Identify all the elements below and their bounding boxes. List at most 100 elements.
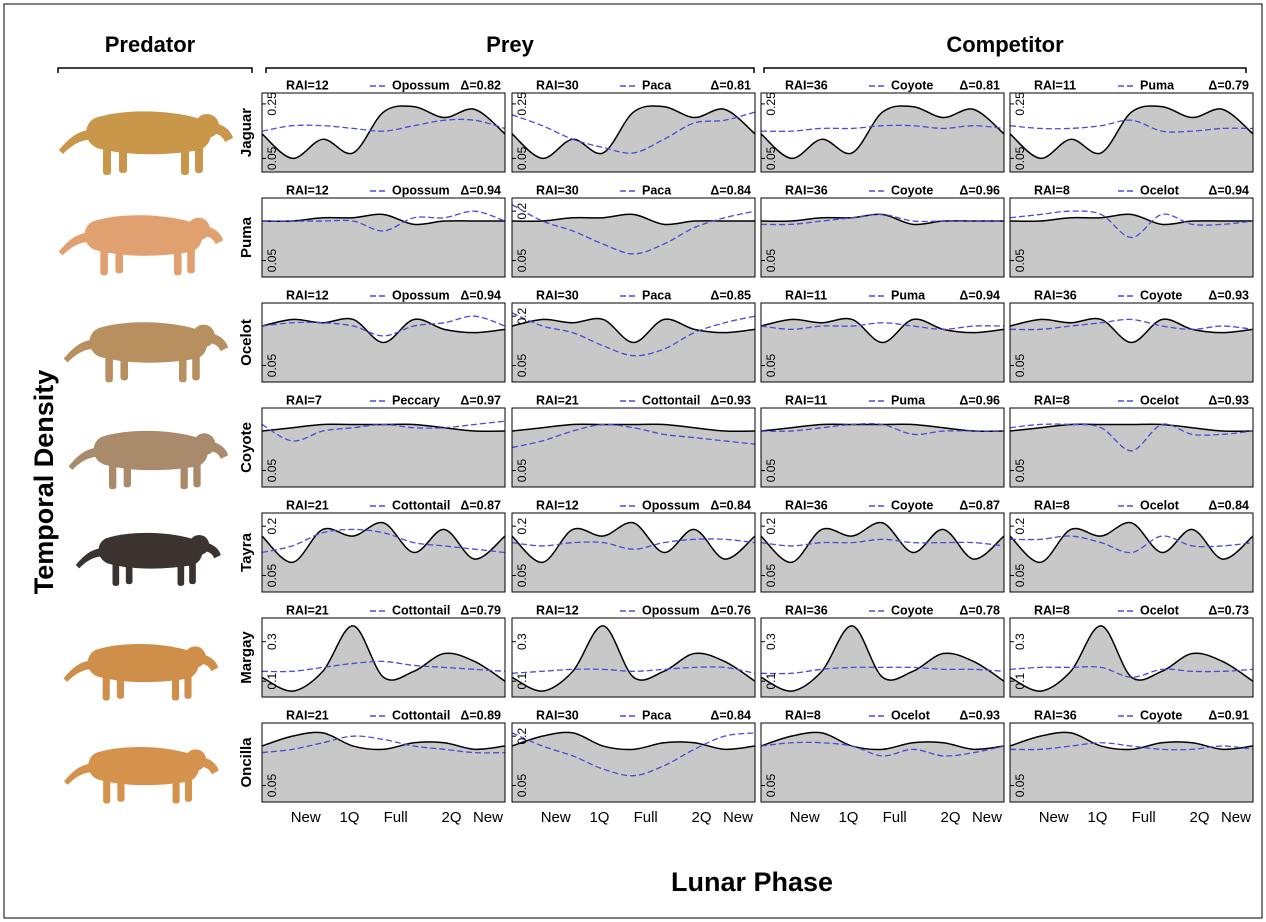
- x-tick-label: New: [1039, 809, 1069, 826]
- rai-label: RAI=36: [785, 498, 828, 512]
- x-tick-label: 2Q: [442, 809, 462, 826]
- predator-line: [761, 625, 1004, 692]
- panel-border: [760, 302, 1005, 383]
- y-tick-label: 0.1: [515, 673, 529, 690]
- delta-label: Δ=0.89: [460, 708, 501, 722]
- y-tick-label: 0.3: [1013, 633, 1027, 650]
- y-tick-label: 0.05: [515, 354, 529, 378]
- row-label: Puma: [238, 216, 255, 258]
- legend-label: Opossum: [392, 78, 450, 92]
- delta-label: Δ=0.94: [959, 288, 1000, 302]
- rai-label: RAI=12: [286, 288, 329, 302]
- y-tick-label: 0.05: [515, 249, 529, 273]
- legend-label: Cottontail: [642, 393, 700, 407]
- panel-border: [261, 617, 506, 698]
- compare-line: [761, 422, 1004, 436]
- legend-label: Coyote: [891, 603, 933, 617]
- panel-border: [511, 617, 756, 698]
- panel-border: [760, 407, 1005, 488]
- compare-line: [761, 322, 1004, 330]
- row-label: Margay: [238, 631, 255, 684]
- area: [512, 105, 755, 172]
- row-label: Coyote: [238, 422, 255, 473]
- panel: 0.05 RAI=11 Puma Δ=0.94: [760, 288, 1005, 383]
- x-axis-label: Lunar Phase: [671, 867, 833, 897]
- panel: 0.1 0.3 RAI=8 Ocelot Δ=0.73: [1009, 603, 1254, 698]
- y-tick-label: 0.05: [764, 774, 778, 798]
- legend-label: Paca: [642, 708, 672, 722]
- predator-line: [1010, 423, 1253, 433]
- area: [1010, 318, 1253, 382]
- compare-line: [262, 735, 505, 754]
- predator-line: [1010, 317, 1253, 344]
- y-tick-label: 0.05: [1013, 354, 1027, 378]
- predator-line: [512, 521, 755, 564]
- y-tick-label: 0.05: [1013, 249, 1027, 273]
- delta-label: Δ=0.84: [710, 498, 751, 512]
- panel: 0.05 0.2 RAI=36 Coyote Δ=0.87: [760, 498, 1005, 593]
- bracket: [57, 67, 1247, 73]
- animal-image: [59, 111, 233, 175]
- compare-line: [512, 666, 755, 674]
- y-tick-label: 0.05: [764, 354, 778, 378]
- x-tick-label: Full: [1132, 809, 1156, 826]
- rai-label: RAI=12: [286, 78, 329, 92]
- x-tick-label: New: [1221, 809, 1251, 826]
- panel-border: [1009, 197, 1254, 278]
- panel-border: [760, 722, 1005, 803]
- y-tick-label: 0.3: [265, 633, 279, 650]
- y-tick-label: 0.05: [265, 354, 279, 378]
- delta-label: Δ=0.87: [460, 498, 501, 512]
- panel-border: [1009, 302, 1254, 383]
- delta-label: Δ=0.84: [710, 183, 751, 197]
- panel-border: [511, 92, 756, 173]
- x-tick-label: 1Q: [589, 809, 609, 826]
- rai-label: RAI=12: [536, 603, 579, 617]
- x-tick-label: Full: [634, 809, 658, 826]
- panel: 0.1 0.3 RAI=36 Coyote Δ=0.78: [760, 603, 1005, 698]
- y-tick-label: 0.25: [515, 92, 529, 116]
- panel: 0.05 RAI=8 Ocelot Δ=0.93 New 1Q Full 2Q New: [760, 708, 1005, 826]
- panel: 0.05 0.2 RAI=30 Paca Δ=0.85: [511, 288, 756, 383]
- delta-label: Δ=0.79: [460, 603, 501, 617]
- compare-line: [512, 204, 755, 255]
- delta-label: Δ=0.93: [710, 393, 751, 407]
- rai-label: RAI=36: [785, 78, 828, 92]
- panel-border: [511, 722, 756, 803]
- delta-label: Δ=0.87: [959, 498, 1000, 512]
- compare-line: [761, 538, 1004, 547]
- delta-label: Δ=0.91: [1208, 708, 1249, 722]
- panel: 0.05 RAI=7 Peccary Δ=0.97: [261, 393, 506, 488]
- delta-label: Δ=0.78: [959, 603, 1000, 617]
- area: [761, 625, 1004, 697]
- y-tick-label: 0.2: [515, 728, 529, 745]
- delta-label: Δ=0.94: [1208, 183, 1249, 197]
- panel-border: [1009, 92, 1254, 173]
- rai-label: RAI=8: [1034, 603, 1070, 617]
- panel-border: [760, 617, 1005, 698]
- predator-line: [761, 105, 1004, 160]
- delta-label: Δ=0.82: [460, 78, 501, 92]
- legend-label: Coyote: [1140, 708, 1182, 722]
- area: [761, 732, 1004, 802]
- area: [1010, 625, 1253, 697]
- panel-border: [261, 302, 506, 383]
- legend-label: Paca: [642, 78, 672, 92]
- rai-label: RAI=36: [1034, 288, 1077, 302]
- y-tick-label: 0.05: [265, 459, 279, 483]
- y-tick-label: 0.1: [265, 673, 279, 690]
- row-label: Tayra: [238, 532, 255, 572]
- panel-border: [261, 197, 506, 278]
- header: Prey: [486, 32, 534, 57]
- x-tick-label: 1Q: [339, 809, 359, 826]
- delta-label: Δ=0.93: [1208, 288, 1249, 302]
- predator-line: [1010, 105, 1253, 160]
- predator-line: [1010, 731, 1253, 751]
- panel: 0.05 RAI=8 Ocelot Δ=0.93: [1009, 393, 1254, 488]
- y-tick-label: 0.25: [265, 92, 279, 116]
- predator-line: [262, 731, 505, 751]
- y-tick-label: 0.2: [265, 518, 279, 535]
- y-tick-label: 0.25: [1013, 92, 1027, 116]
- y-tick-label: 0.3: [764, 633, 778, 650]
